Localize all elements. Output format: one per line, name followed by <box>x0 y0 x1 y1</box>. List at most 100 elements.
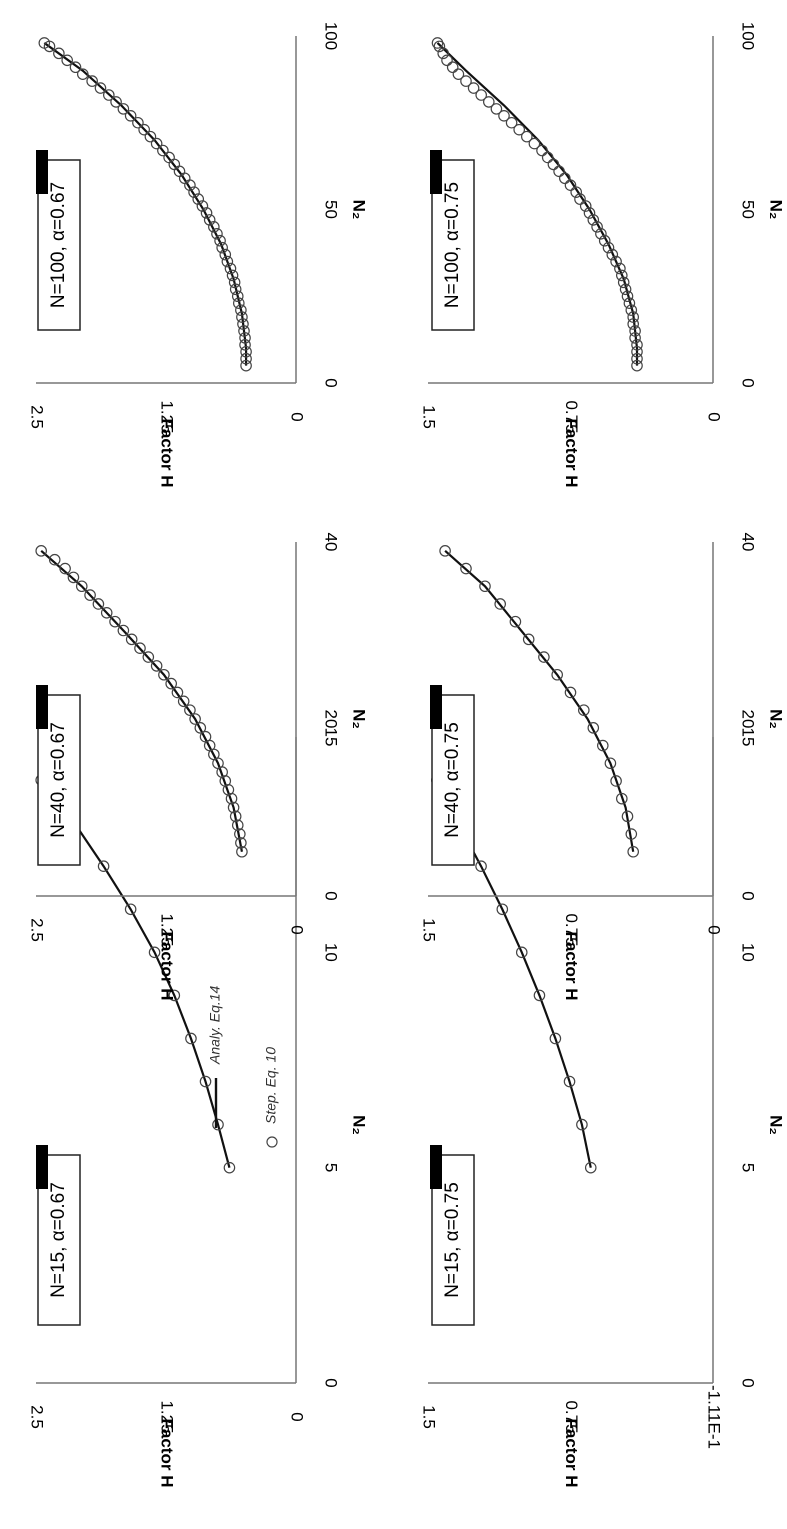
step-marker <box>240 352 252 365</box>
y-tick-label: 0 <box>288 412 307 421</box>
x-axis-title: N₂ <box>350 1115 369 1135</box>
step-marker <box>439 545 451 557</box>
step-marker <box>239 332 251 344</box>
step-marker <box>494 598 506 610</box>
step-marker <box>509 615 522 628</box>
x-tick-label: 0 <box>739 378 758 387</box>
panel-label-tab <box>430 150 442 194</box>
step-marker <box>148 946 161 959</box>
x-tick-label: 0 <box>322 1378 341 1387</box>
step-marker <box>94 82 107 94</box>
y-tick-label: 0 <box>288 1412 307 1421</box>
step-marker <box>441 54 453 67</box>
step-marker <box>124 903 137 916</box>
y-tick-label: 0 <box>705 925 724 934</box>
x-axis-title: N₂ <box>350 709 369 729</box>
step-marker <box>547 158 560 171</box>
step-marker <box>505 116 518 129</box>
step-marker <box>563 1075 576 1088</box>
step-marker <box>591 221 603 233</box>
step-marker <box>549 1032 562 1045</box>
step-marker <box>629 325 641 337</box>
panel-label-tab <box>430 685 442 729</box>
x-tick-label: 15 <box>739 728 758 747</box>
step-marker <box>240 359 252 372</box>
step-marker <box>194 722 207 734</box>
step-marker <box>157 144 169 157</box>
step-marker <box>235 837 247 849</box>
x-tick-label: 50 <box>739 200 758 219</box>
x-tick-label: 40 <box>739 533 758 552</box>
step-marker <box>86 75 98 87</box>
step-marker <box>621 290 634 303</box>
step-marker <box>460 562 472 575</box>
x-tick-label: 100 <box>739 22 758 50</box>
y-tick-label: 2.5 <box>28 1405 47 1429</box>
x-axis-title: N₂ <box>767 709 786 729</box>
step-marker <box>67 571 80 584</box>
step-marker <box>117 624 130 637</box>
step-marker <box>437 47 449 60</box>
step-marker <box>177 695 190 708</box>
step-marker <box>602 241 615 254</box>
step-marker <box>35 545 47 557</box>
panel-label-tab <box>36 150 48 194</box>
step-marker <box>110 96 122 108</box>
step-marker <box>564 179 577 192</box>
x-tick-label: 10 <box>322 943 341 962</box>
step-marker <box>233 297 245 309</box>
step-marker <box>631 345 643 358</box>
step-marker <box>431 37 444 49</box>
y-tick-label: 1.25 <box>158 1400 177 1433</box>
step-marker <box>528 137 541 150</box>
step-marker <box>109 615 121 628</box>
step-marker <box>84 589 96 601</box>
step-marker <box>238 325 250 337</box>
step-marker <box>211 227 223 240</box>
step-marker <box>498 110 510 122</box>
y-tick-label: 0 <box>288 925 307 934</box>
step-marker <box>596 739 609 752</box>
step-marker <box>604 757 617 770</box>
panel-label-tab <box>36 685 48 729</box>
step-marker <box>460 75 472 87</box>
x-axis-title: N₂ <box>767 1115 786 1135</box>
step-marker <box>576 1118 588 1131</box>
chart-panel-5: 0 20 40 0 0.75 1.5 N₂ Factor H N=40, α=0.75 <box>420 533 786 1001</box>
step-marker <box>631 352 643 365</box>
step-marker <box>623 297 636 309</box>
step-marker <box>595 227 607 240</box>
step-marker <box>584 1161 597 1174</box>
x-tick-label: 100 <box>322 22 341 50</box>
y-tick-label: 0.75 <box>562 400 581 433</box>
step-marker <box>536 144 548 157</box>
step-marker <box>100 606 113 619</box>
step-marker <box>163 151 175 164</box>
step-marker <box>490 103 503 115</box>
step-marker <box>229 810 242 823</box>
step-marker <box>621 810 634 823</box>
step-marker <box>627 845 639 858</box>
y-tick-label: 0 <box>705 412 724 421</box>
step-marker <box>228 276 241 289</box>
step-marker <box>235 304 247 316</box>
step-marker <box>53 47 65 60</box>
x-tick-label: 20 <box>322 710 341 729</box>
step-marker <box>240 345 252 358</box>
step-marker <box>199 730 212 743</box>
step-marker <box>226 269 239 282</box>
step-marker <box>239 339 251 351</box>
step-marker <box>61 54 73 67</box>
step-marker <box>150 137 163 150</box>
step-marker <box>231 290 244 303</box>
x-tick-label: 0 <box>322 378 341 387</box>
legend-analytic-label: Analy. Eq.14 <box>207 985 223 1065</box>
step-marker <box>579 200 592 212</box>
step-marker <box>610 775 622 787</box>
y-tick-label: 1.25 <box>158 913 177 946</box>
y-tick-label: 0.75 <box>562 913 581 946</box>
step-marker <box>168 989 181 1002</box>
step-marker <box>203 214 216 226</box>
panel-label: N=100, α=0.67 <box>48 182 69 308</box>
